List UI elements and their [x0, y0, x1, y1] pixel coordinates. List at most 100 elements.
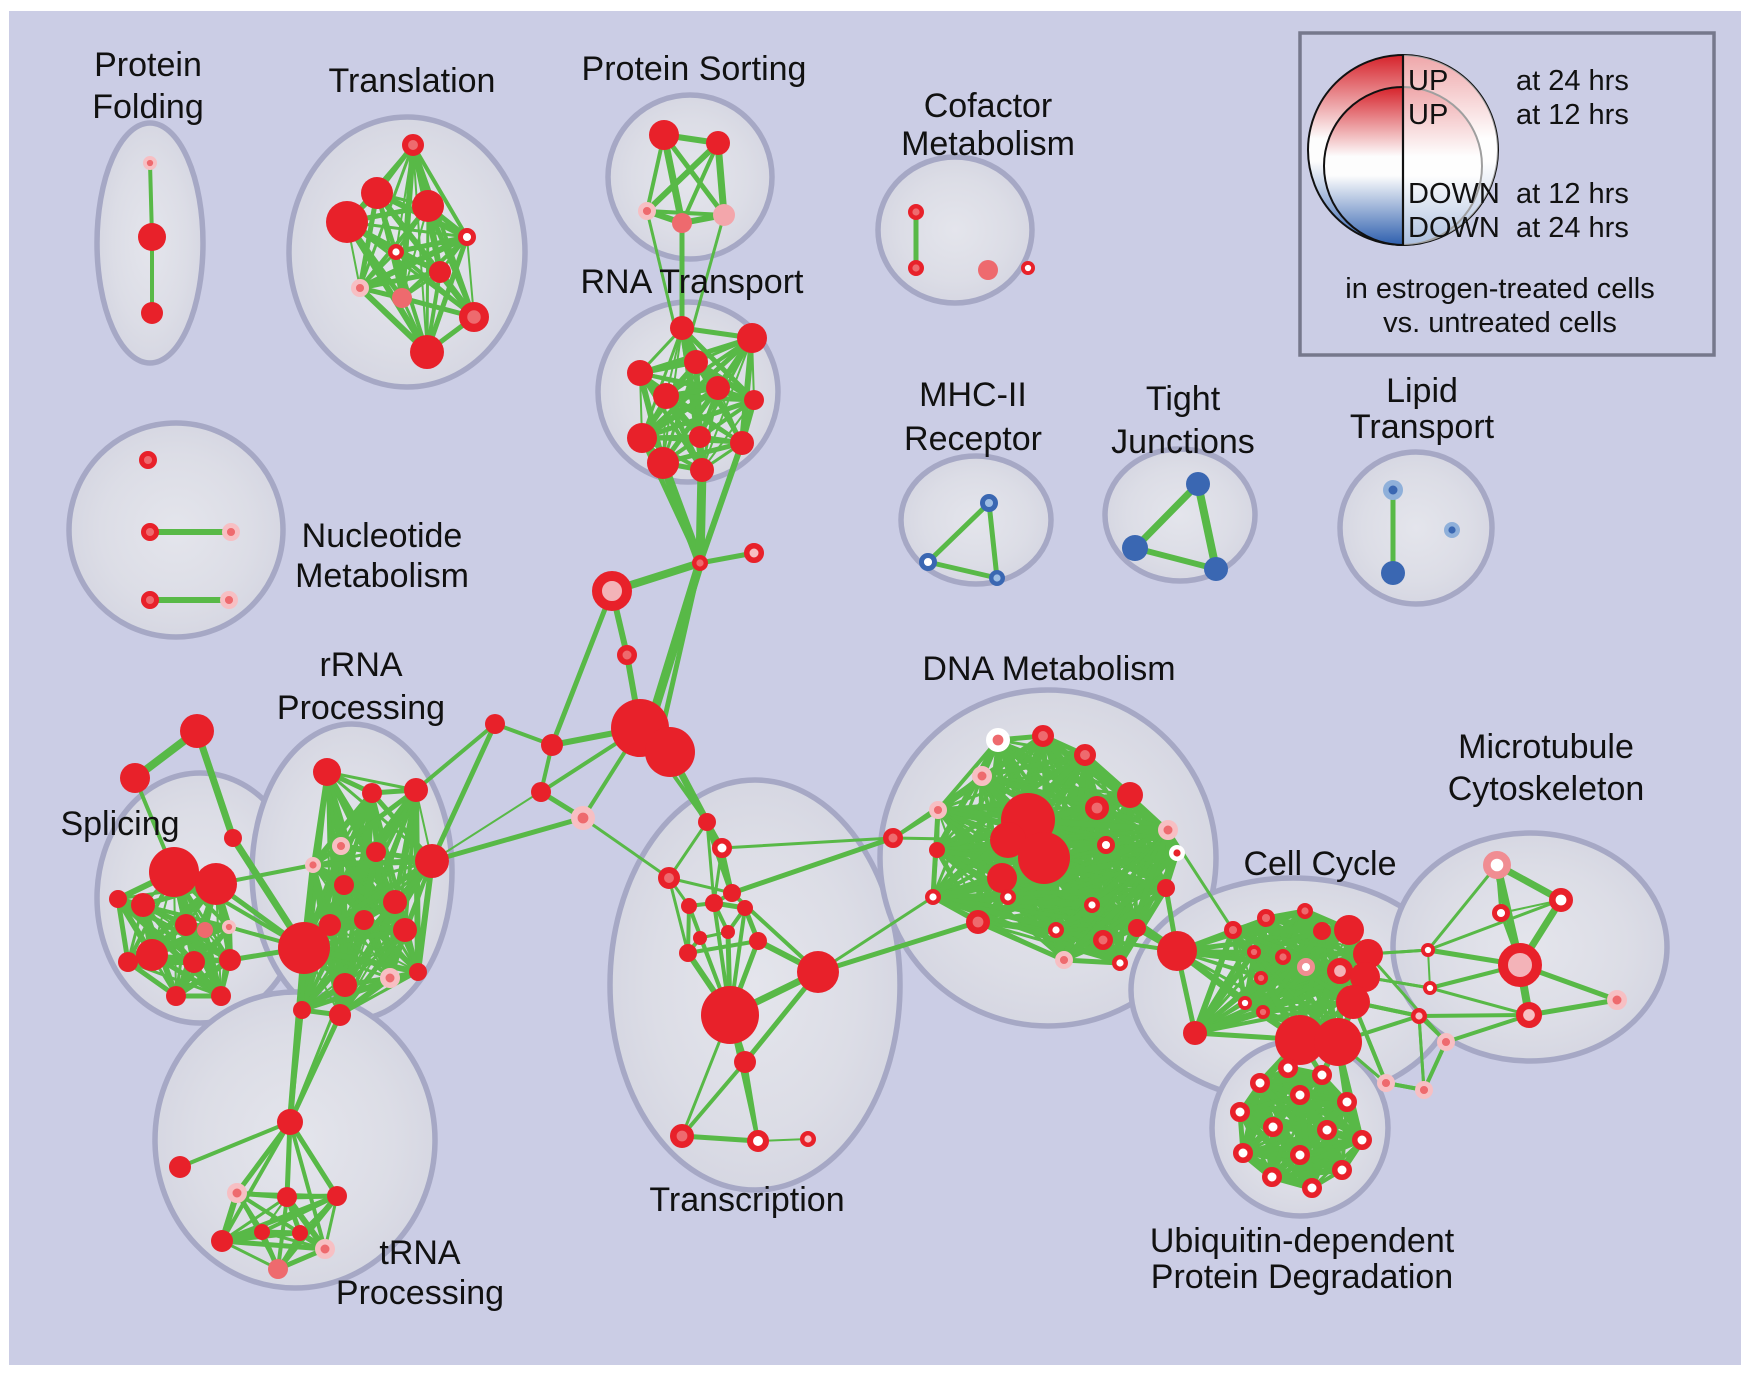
gene-node[interactable]: [669, 1124, 694, 1149]
gene-node[interactable]: [254, 1224, 270, 1240]
gene-node[interactable]: [918, 552, 937, 571]
gene-node[interactable]: [401, 133, 424, 156]
gene-node[interactable]: [138, 223, 166, 251]
gene-node[interactable]: [706, 376, 730, 400]
gene-node[interactable]: [195, 863, 237, 905]
gene-node[interactable]: [319, 914, 341, 936]
gene-node[interactable]: [429, 261, 451, 283]
gene-node[interactable]: [313, 758, 341, 786]
gene-node[interactable]: [1498, 943, 1542, 987]
gene-node[interactable]: [1074, 744, 1097, 767]
gene-node[interactable]: [1326, 958, 1353, 985]
gene-node[interactable]: [1223, 920, 1242, 939]
gene-node[interactable]: [645, 727, 695, 777]
gene-node[interactable]: [690, 458, 714, 482]
gene-node[interactable]: [1352, 1130, 1372, 1150]
gene-node[interactable]: [1157, 879, 1175, 897]
gene-node[interactable]: [1332, 1160, 1352, 1180]
gene-node[interactable]: [1158, 820, 1178, 840]
gene-node[interactable]: [985, 727, 1010, 752]
gene-node[interactable]: [120, 763, 150, 793]
gene-node[interactable]: [354, 910, 374, 930]
gene-node[interactable]: [1093, 930, 1113, 950]
gene-node[interactable]: [1256, 1004, 1271, 1019]
gene-node[interactable]: [1436, 1032, 1455, 1051]
gene-node[interactable]: [1047, 922, 1064, 939]
gene-node[interactable]: [692, 555, 709, 572]
gene-node[interactable]: [1256, 908, 1275, 927]
gene-node[interactable]: [744, 390, 764, 410]
gene-node[interactable]: [1376, 1073, 1395, 1092]
gene-node[interactable]: [721, 925, 735, 939]
gene-node[interactable]: [1096, 835, 1115, 854]
gene-node[interactable]: [180, 714, 214, 748]
gene-node[interactable]: [713, 204, 735, 226]
gene-node[interactable]: [1443, 522, 1460, 539]
gene-node[interactable]: [989, 570, 1006, 587]
gene-node[interactable]: [351, 279, 370, 298]
gene-node[interactable]: [109, 890, 127, 908]
gene-node[interactable]: [647, 447, 679, 479]
gene-node[interactable]: [693, 931, 707, 945]
gene-node[interactable]: [1020, 260, 1035, 275]
gene-node[interactable]: [1032, 725, 1055, 748]
gene-node[interactable]: [327, 1186, 347, 1206]
gene-node[interactable]: [1254, 970, 1269, 985]
gene-node[interactable]: [1491, 903, 1510, 922]
gene-node[interactable]: [410, 335, 444, 369]
gene-node[interactable]: [332, 836, 351, 855]
gene-node[interactable]: [1000, 889, 1017, 906]
gene-node[interactable]: [712, 838, 732, 858]
gene-node[interactable]: [1278, 1058, 1298, 1078]
gene-node[interactable]: [268, 1259, 288, 1279]
gene-node[interactable]: [1313, 922, 1331, 940]
gene-node[interactable]: [1186, 472, 1210, 496]
gene-node[interactable]: [278, 922, 330, 974]
gene-node[interactable]: [637, 202, 656, 221]
gene-node[interactable]: [227, 1183, 247, 1203]
gene-node[interactable]: [570, 805, 595, 830]
gene-node[interactable]: [1262, 1167, 1282, 1187]
gene-node[interactable]: [1083, 897, 1100, 914]
gene-node[interactable]: [277, 1187, 297, 1207]
gene-node[interactable]: [334, 875, 354, 895]
gene-node[interactable]: [143, 156, 158, 171]
gene-node[interactable]: [978, 260, 998, 280]
gene-node[interactable]: [169, 1156, 191, 1178]
gene-node[interactable]: [222, 522, 241, 541]
gene-node[interactable]: [315, 1239, 335, 1259]
gene-node[interactable]: [653, 383, 679, 409]
gene-node[interactable]: [1054, 950, 1073, 969]
gene-node[interactable]: [1111, 955, 1128, 972]
gene-node[interactable]: [1250, 1073, 1270, 1093]
gene-node[interactable]: [141, 590, 160, 609]
gene-node[interactable]: [329, 1004, 351, 1026]
gene-node[interactable]: [1204, 557, 1228, 581]
gene-node[interactable]: [987, 863, 1017, 893]
gene-node[interactable]: [706, 131, 730, 155]
gene-node[interactable]: [747, 1130, 770, 1153]
gene-node[interactable]: [183, 951, 205, 973]
gene-node[interactable]: [1421, 942, 1436, 957]
gene-node[interactable]: [681, 898, 697, 914]
gene-node[interactable]: [928, 800, 947, 819]
gene-node[interactable]: [1314, 1018, 1362, 1066]
gene-node[interactable]: [979, 494, 998, 513]
gene-node[interactable]: [175, 914, 197, 936]
gene-node[interactable]: [689, 426, 711, 448]
gene-node[interactable]: [670, 316, 694, 340]
gene-node[interactable]: [1353, 939, 1383, 969]
gene-node[interactable]: [305, 857, 322, 874]
gene-node[interactable]: [883, 828, 903, 848]
gene-node[interactable]: [383, 890, 407, 914]
gene-node[interactable]: [277, 1109, 303, 1135]
gene-node[interactable]: [701, 986, 759, 1044]
gene-node[interactable]: [800, 1130, 817, 1147]
gene-node[interactable]: [1410, 1008, 1427, 1025]
gene-node[interactable]: [141, 522, 160, 541]
gene-node[interactable]: [1350, 962, 1380, 992]
gene-node[interactable]: [380, 968, 400, 988]
gene-node[interactable]: [1336, 985, 1370, 1019]
gene-node[interactable]: [1274, 949, 1291, 966]
gene-node[interactable]: [965, 909, 990, 934]
